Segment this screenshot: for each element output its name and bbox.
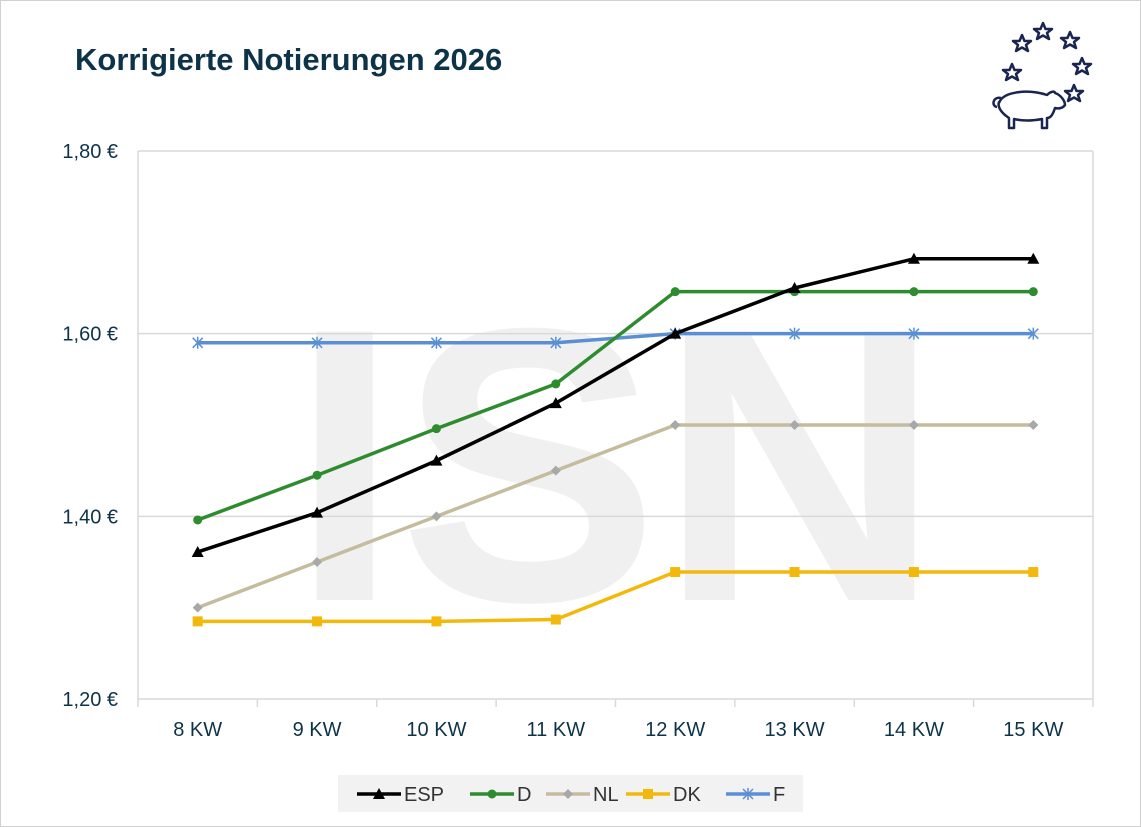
data-point-d [1028, 287, 1038, 297]
data-point-f [789, 327, 801, 340]
data-point-f [430, 336, 442, 349]
data-point-dk [550, 614, 561, 625]
data-point-esp [1027, 252, 1040, 264]
legend-marker-d [487, 789, 497, 799]
data-point-d [551, 379, 561, 389]
legend-label-d: D [517, 784, 531, 806]
data-point-nl [908, 420, 919, 430]
data-point-nl [550, 465, 561, 476]
y-tick-label: 1,80 € [62, 141, 118, 163]
legend-marker-dk [643, 789, 653, 799]
y-tick-label: 1,20 € [62, 689, 118, 711]
series-line-d [197, 289, 1034, 522]
legend-marker-f [742, 788, 754, 800]
series-line-dk [197, 570, 1034, 624]
x-tick-label: 11 KW [527, 719, 586, 741]
legend-label-dk: DK [673, 784, 701, 806]
data-point-f [908, 327, 920, 340]
series-line-nl [197, 423, 1034, 610]
series-esp [191, 252, 1040, 557]
x-tick-label: 14 KW [884, 719, 944, 741]
data-point-d [670, 287, 680, 297]
data-point-dk [670, 567, 681, 578]
data-point-d [312, 470, 322, 480]
chart-title: Korrigierte Notierungen 2026 [75, 42, 503, 77]
data-point-nl [192, 602, 203, 613]
series-line-esp [197, 257, 1034, 554]
data-point-nl [431, 511, 442, 522]
data-point-esp [191, 545, 204, 557]
data-point-f [192, 336, 204, 349]
data-point-esp [430, 454, 443, 466]
y-tick-label: 1,40 € [62, 506, 118, 528]
data-point-esp [311, 506, 324, 518]
data-point-d [431, 424, 441, 434]
x-tick-label: 15 KW [1003, 719, 1063, 741]
data-point-esp [788, 282, 801, 293]
x-tick-label: 10 KW [406, 719, 466, 741]
data-point-dk [1028, 567, 1039, 578]
data-point-dk [312, 616, 323, 627]
x-tick-label: 8 KW [173, 719, 222, 741]
data-point-nl [789, 420, 800, 430]
series-dk [192, 567, 1039, 627]
legend-label-f: F [773, 784, 785, 806]
data-point-nl [312, 557, 323, 567]
legend-label-nl: NL [593, 784, 619, 806]
data-point-f [311, 336, 323, 349]
data-point-nl [1028, 420, 1039, 430]
data-point-d [193, 515, 203, 525]
x-tick-label: 12 KW [645, 719, 705, 741]
data-point-nl [670, 420, 681, 430]
y-tick-label: 1,60 € [62, 324, 118, 346]
data-point-d [909, 287, 919, 297]
legend-label-esp: ESP [404, 784, 444, 806]
data-point-esp [907, 252, 920, 264]
data-point-f [1027, 327, 1039, 340]
legend: ESP D NL DK F [338, 775, 803, 812]
data-point-dk [192, 616, 203, 627]
watermark-text: ISN [290, 247, 940, 683]
legend-marker-nl [563, 789, 573, 799]
data-point-f [550, 336, 562, 349]
data-point-dk [789, 567, 800, 578]
series-nl [192, 420, 1039, 613]
x-tick-label: 13 KW [765, 719, 825, 741]
legend-marker-esp [373, 788, 385, 799]
logo-pig-stars-icon [992, 21, 1093, 130]
x-tick-label: 9 KW [293, 719, 342, 741]
data-point-dk [908, 567, 919, 578]
data-point-esp [549, 397, 562, 409]
data-point-dk [431, 616, 442, 627]
data-point-esp [669, 327, 682, 339]
